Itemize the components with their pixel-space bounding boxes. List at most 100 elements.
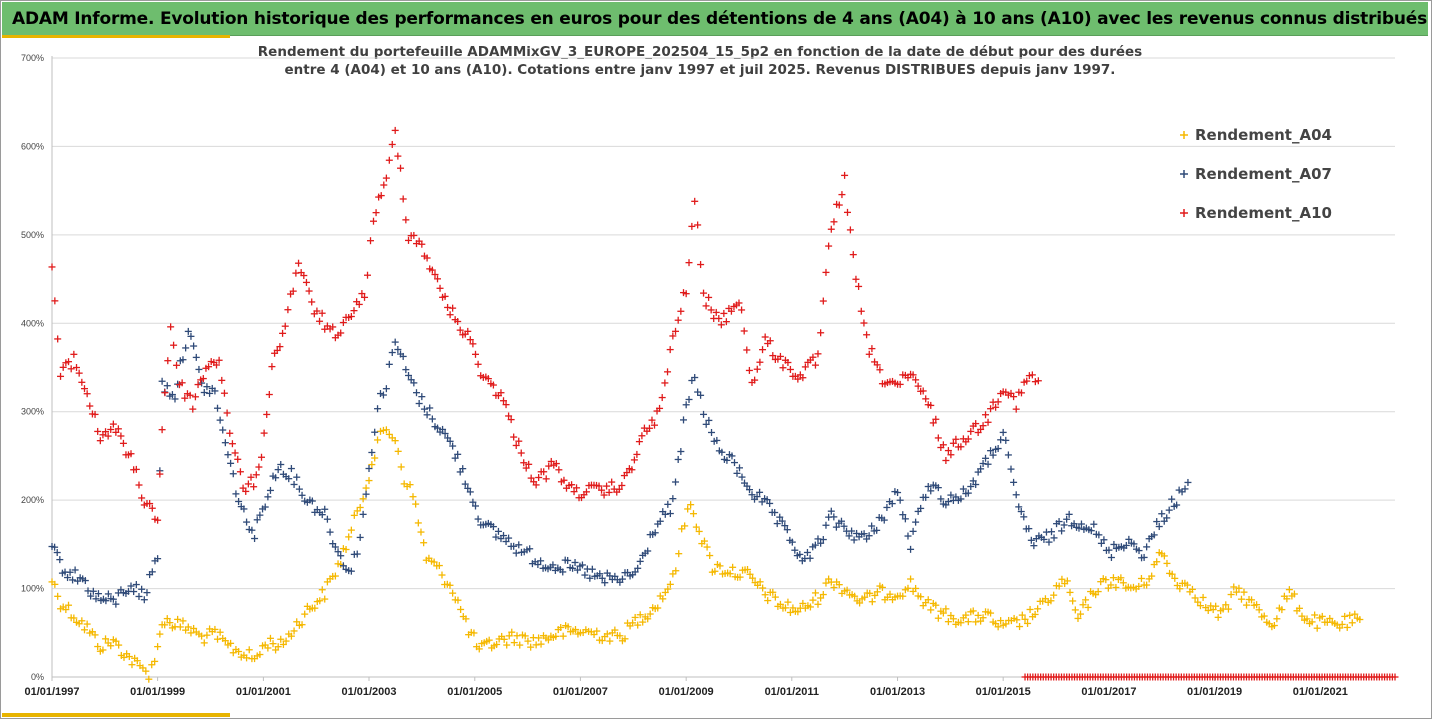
title-bar: ADAM Informe. Evolution historique des p… (2, 2, 1428, 36)
series-0-point (1343, 623, 1351, 631)
series-0-point (878, 583, 886, 591)
y-tick-label: 400% (21, 318, 44, 328)
series-2-point (934, 434, 942, 442)
series-2-point (94, 427, 102, 435)
series-2-point (236, 468, 244, 476)
series-1-point (374, 405, 382, 413)
series-2-point (952, 435, 960, 443)
series-0-point (1066, 588, 1074, 596)
series-2-point (512, 441, 520, 449)
series-2-point (794, 375, 802, 383)
series-2-point (156, 470, 164, 478)
series-1-point (1100, 536, 1108, 544)
series-1-point (500, 532, 508, 540)
series-0-point (1176, 585, 1184, 593)
series-0-point (1346, 611, 1354, 619)
series-2-point (231, 449, 239, 457)
series-0-point (964, 618, 972, 626)
series-2-point (434, 275, 442, 283)
series-2-point (318, 309, 326, 317)
series-1-point (702, 420, 710, 428)
series-2-point (170, 341, 178, 349)
series-2-point (178, 379, 186, 387)
legend-label: Rendement_A10 (1195, 204, 1332, 222)
series-1-point (618, 575, 626, 583)
series-2-point (919, 387, 927, 395)
series-2-point (212, 361, 220, 369)
series-2-point (380, 181, 388, 189)
series-2-point (220, 389, 228, 397)
series-2-point (441, 292, 449, 300)
series-2-point (922, 395, 930, 403)
series-2-point (964, 435, 972, 443)
series-1-point (64, 574, 72, 582)
y-tick-label: 600% (21, 141, 44, 151)
series-2-point (54, 335, 62, 343)
series-2-point (957, 443, 965, 451)
series-0-point (99, 646, 107, 654)
series-2-point (843, 208, 851, 216)
series-0-point (856, 599, 864, 607)
series-0-point (868, 598, 876, 606)
series-1-point (827, 507, 835, 515)
series-0-point (151, 657, 159, 665)
series-2-point (80, 385, 88, 393)
series-0-point (703, 543, 711, 551)
series-0-point (634, 621, 642, 629)
series-1-point (410, 379, 418, 387)
series-0-point (107, 642, 115, 650)
series-0-point (1160, 552, 1168, 560)
series-2-point (244, 480, 252, 488)
series-0-point (912, 584, 920, 592)
series-2-point (295, 259, 303, 267)
series-0-point (409, 493, 417, 501)
series-2-point (119, 439, 127, 447)
series-2-point (608, 478, 616, 486)
series-0-point (1290, 590, 1298, 598)
series-0-point (256, 651, 264, 659)
series-2-point (284, 306, 292, 314)
series-0-point (1243, 601, 1251, 609)
series-0-point (761, 591, 769, 599)
series-0-point (62, 606, 70, 614)
series-2-point (308, 298, 316, 306)
series-2-point (542, 475, 550, 483)
series-1-point (738, 473, 746, 481)
series-0-point (316, 597, 324, 605)
series-2-point (65, 358, 73, 366)
series-0-point (406, 481, 414, 489)
series-2-point (1031, 378, 1039, 386)
series-2-point (255, 463, 263, 471)
series-0-point (174, 615, 182, 623)
series-0-point (391, 437, 399, 445)
series-2-point (205, 363, 213, 371)
series-1-point (1060, 521, 1068, 529)
series-1-point (1004, 451, 1012, 459)
series-0-point (843, 586, 851, 594)
series-2-point (215, 356, 223, 364)
series-0-point (125, 653, 133, 661)
series-1-point (474, 515, 482, 523)
series-0-point (290, 627, 298, 635)
series-1-point (549, 561, 557, 569)
series-1-point (326, 528, 334, 536)
series-2-point (83, 390, 91, 398)
series-0-point (769, 588, 777, 596)
series-1-point (69, 576, 77, 584)
series-1-point (356, 533, 364, 541)
series-0-point (394, 447, 402, 455)
series-2-point (743, 346, 751, 354)
x-tick-label: 01/01/2013 (870, 686, 925, 698)
series-1-point (912, 518, 920, 526)
series-1-point (1048, 528, 1056, 536)
series-2-point (865, 350, 873, 358)
series-1-point (512, 549, 520, 557)
series-0-point (161, 621, 169, 629)
series-1-point (158, 377, 166, 385)
series-0-point (1026, 605, 1034, 613)
series-1-point (984, 460, 992, 468)
series-0-point (1047, 597, 1055, 605)
series-0-point (684, 505, 692, 513)
series-1-point (449, 442, 457, 450)
